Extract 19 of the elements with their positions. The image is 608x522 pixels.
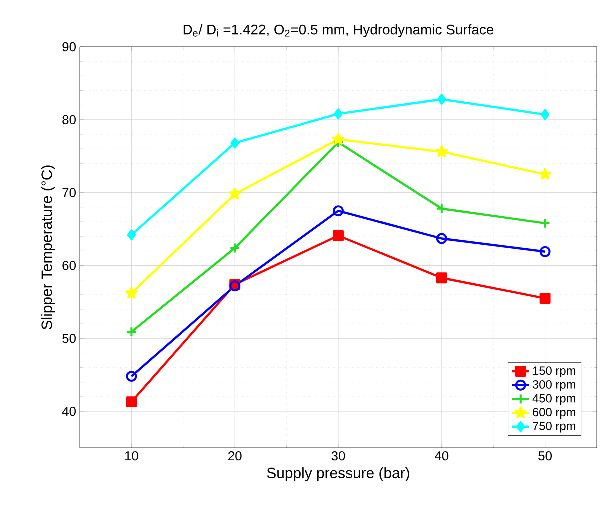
legend-label: 750 rpm bbox=[533, 422, 576, 433]
y-axis-title: Slipper Temperature (°C) bbox=[41, 166, 56, 330]
y-tick-label: 90 bbox=[62, 42, 76, 52]
x-tick-label: 10 bbox=[125, 452, 138, 461]
legend-label: 150 rpm bbox=[533, 366, 576, 378]
y-tick-label: 50 bbox=[62, 334, 76, 344]
y-tick-label: 60 bbox=[62, 261, 76, 270]
x-tick-label: 50 bbox=[538, 452, 552, 461]
legend-label: 300 rpm bbox=[532, 380, 576, 392]
y-tick-label: 40 bbox=[62, 406, 76, 416]
x-tick-label: 40 bbox=[434, 452, 449, 461]
y-tick-label: 70 bbox=[62, 188, 76, 198]
x-tick-label: 20 bbox=[228, 452, 242, 461]
y-tick-label: 80 bbox=[62, 115, 76, 124]
legend-label: 600 rpm bbox=[533, 408, 576, 419]
legend-label: 450 rpm bbox=[532, 394, 576, 406]
chart-title: D$_{e}$/ D$_{i}$ =1.422, O$_{2}$=0.5 mm, Hydrodynamic Surface bbox=[184, 24, 494, 38]
x-tick-label: 30 bbox=[332, 452, 346, 461]
x-axis-title: Supply pressure (bar) bbox=[267, 468, 410, 482]
